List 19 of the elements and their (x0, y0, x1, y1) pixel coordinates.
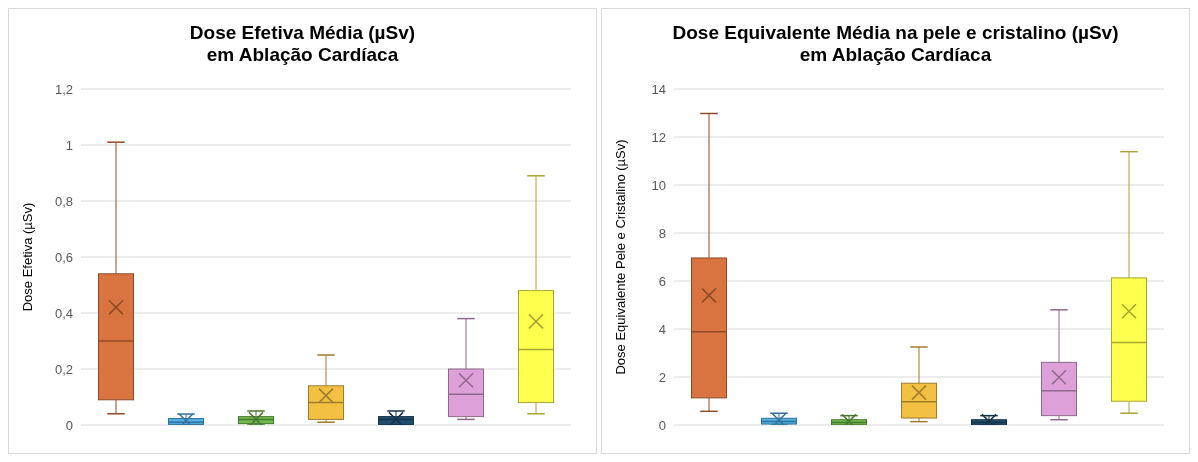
y-tick-label: 10 (651, 177, 666, 193)
y-tick-label: 0,2 (54, 361, 73, 377)
y-tick-label: 12 (651, 129, 666, 145)
y-tick-label: 0,4 (54, 305, 73, 321)
y-axis-title: Dose Efetiva (µSv) (19, 202, 35, 312)
y-tick-label: 2 (658, 369, 666, 385)
y-tick-label: 8 (658, 225, 666, 241)
y-axis-title: Dose Equivalente Pele e Cristalino (µSv) (612, 139, 628, 375)
y-tick-label: 0 (65, 417, 73, 433)
y-tick-label: 14 (651, 81, 666, 97)
y-tick-label: 1 (65, 137, 73, 153)
y-tick-label: 4 (658, 321, 666, 337)
y-tick-label: 6 (658, 273, 666, 289)
y-tick-label: 0,6 (54, 249, 73, 265)
chart-title: Dose Efetiva Média (µSv) em Ablação Cardíaca (189, 22, 416, 66)
y-tick-label: 1,2 (54, 81, 73, 97)
y-tick-label: 0 (658, 417, 666, 433)
y-tick-label: 0,8 (54, 193, 73, 209)
chart-title: Dose Equivalente Média na pele e cristalino (µSv) em Ablação Cardíaca (672, 22, 1119, 66)
